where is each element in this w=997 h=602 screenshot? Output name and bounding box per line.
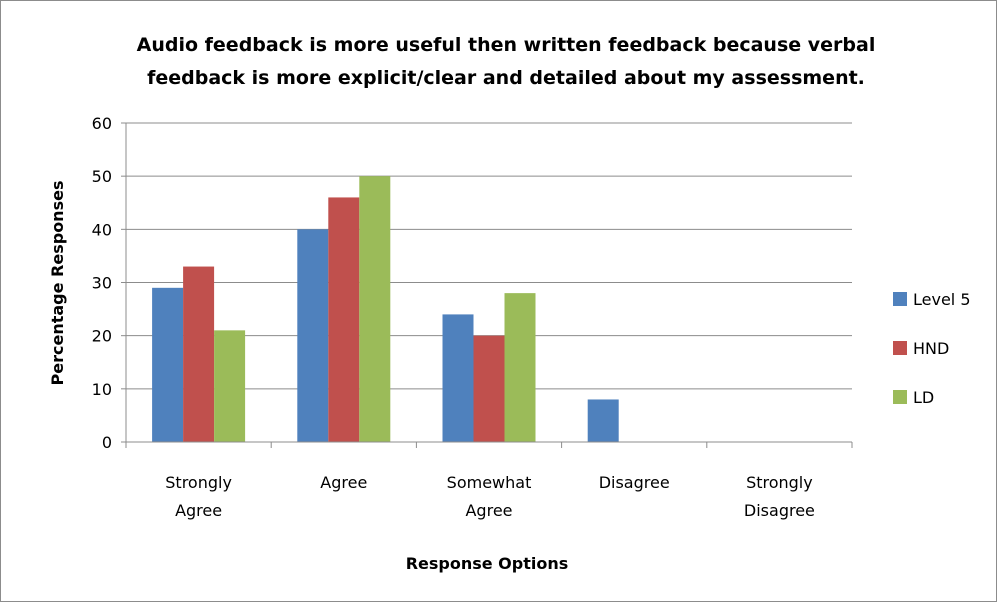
x-tick-label: Strongly Agree bbox=[165, 473, 232, 520]
bars bbox=[152, 176, 619, 442]
legend-label: Level 5 bbox=[913, 290, 971, 309]
y-axis-title: Percentage Responses bbox=[48, 181, 67, 386]
x-tick-label: Disagree bbox=[599, 473, 670, 492]
bar bbox=[587, 399, 619, 442]
bar bbox=[214, 330, 246, 442]
legend-swatch bbox=[893, 390, 907, 404]
chart-title-line-2: feedback is more explicit/clear and deta… bbox=[147, 67, 865, 89]
legend-swatch bbox=[893, 292, 907, 306]
bar bbox=[473, 335, 505, 442]
y-tick-label: 40 bbox=[92, 220, 112, 239]
legend-item: HND bbox=[893, 339, 949, 358]
x-tick-label-line: Strongly bbox=[165, 473, 232, 492]
legend: Level 5 HND LD bbox=[893, 290, 971, 407]
legend-item: LD bbox=[893, 388, 934, 407]
legend-item: Level 5 bbox=[893, 290, 971, 309]
x-tick-label-line: Agree bbox=[175, 501, 222, 520]
y-tick-label: 60 bbox=[92, 114, 112, 133]
x-tick-label-line: Agree bbox=[320, 473, 367, 492]
bar bbox=[183, 266, 215, 442]
x-tick-label: Somewhat Agree bbox=[447, 473, 532, 520]
axes bbox=[125, 123, 853, 448]
bar bbox=[297, 229, 329, 442]
x-tick-label-line: Somewhat bbox=[447, 473, 532, 492]
y-tick-label: 10 bbox=[92, 380, 112, 399]
y-tick-label: 0 bbox=[102, 433, 112, 452]
legend-label: HND bbox=[913, 339, 949, 358]
x-tick-label-line: Disagree bbox=[744, 501, 815, 520]
chart-title: Audio feedback is more useful then writt… bbox=[137, 34, 876, 89]
bar bbox=[328, 197, 360, 442]
bar bbox=[442, 314, 474, 442]
gridlines bbox=[121, 122, 852, 443]
x-tick-label: Strongly Disagree bbox=[744, 473, 815, 520]
y-tick-label: 50 bbox=[92, 167, 112, 186]
legend-swatch bbox=[893, 341, 907, 355]
y-tick-label: 20 bbox=[92, 327, 112, 346]
bar bbox=[504, 293, 536, 442]
x-axis-title: Response Options bbox=[406, 554, 569, 573]
chart-title-line-1: Audio feedback is more useful then writt… bbox=[137, 34, 876, 56]
x-tick-label-line: Disagree bbox=[599, 473, 670, 492]
legend-label: LD bbox=[913, 388, 934, 407]
x-tick-label-line: Strongly bbox=[746, 473, 813, 492]
bar bbox=[152, 287, 184, 442]
y-tick-labels: 0 10 20 30 40 50 60 bbox=[92, 114, 112, 452]
x-tick-label-line: Agree bbox=[465, 501, 512, 520]
bar bbox=[359, 176, 391, 442]
y-tick-label: 30 bbox=[92, 274, 112, 293]
x-tick-label: Agree bbox=[320, 473, 367, 492]
